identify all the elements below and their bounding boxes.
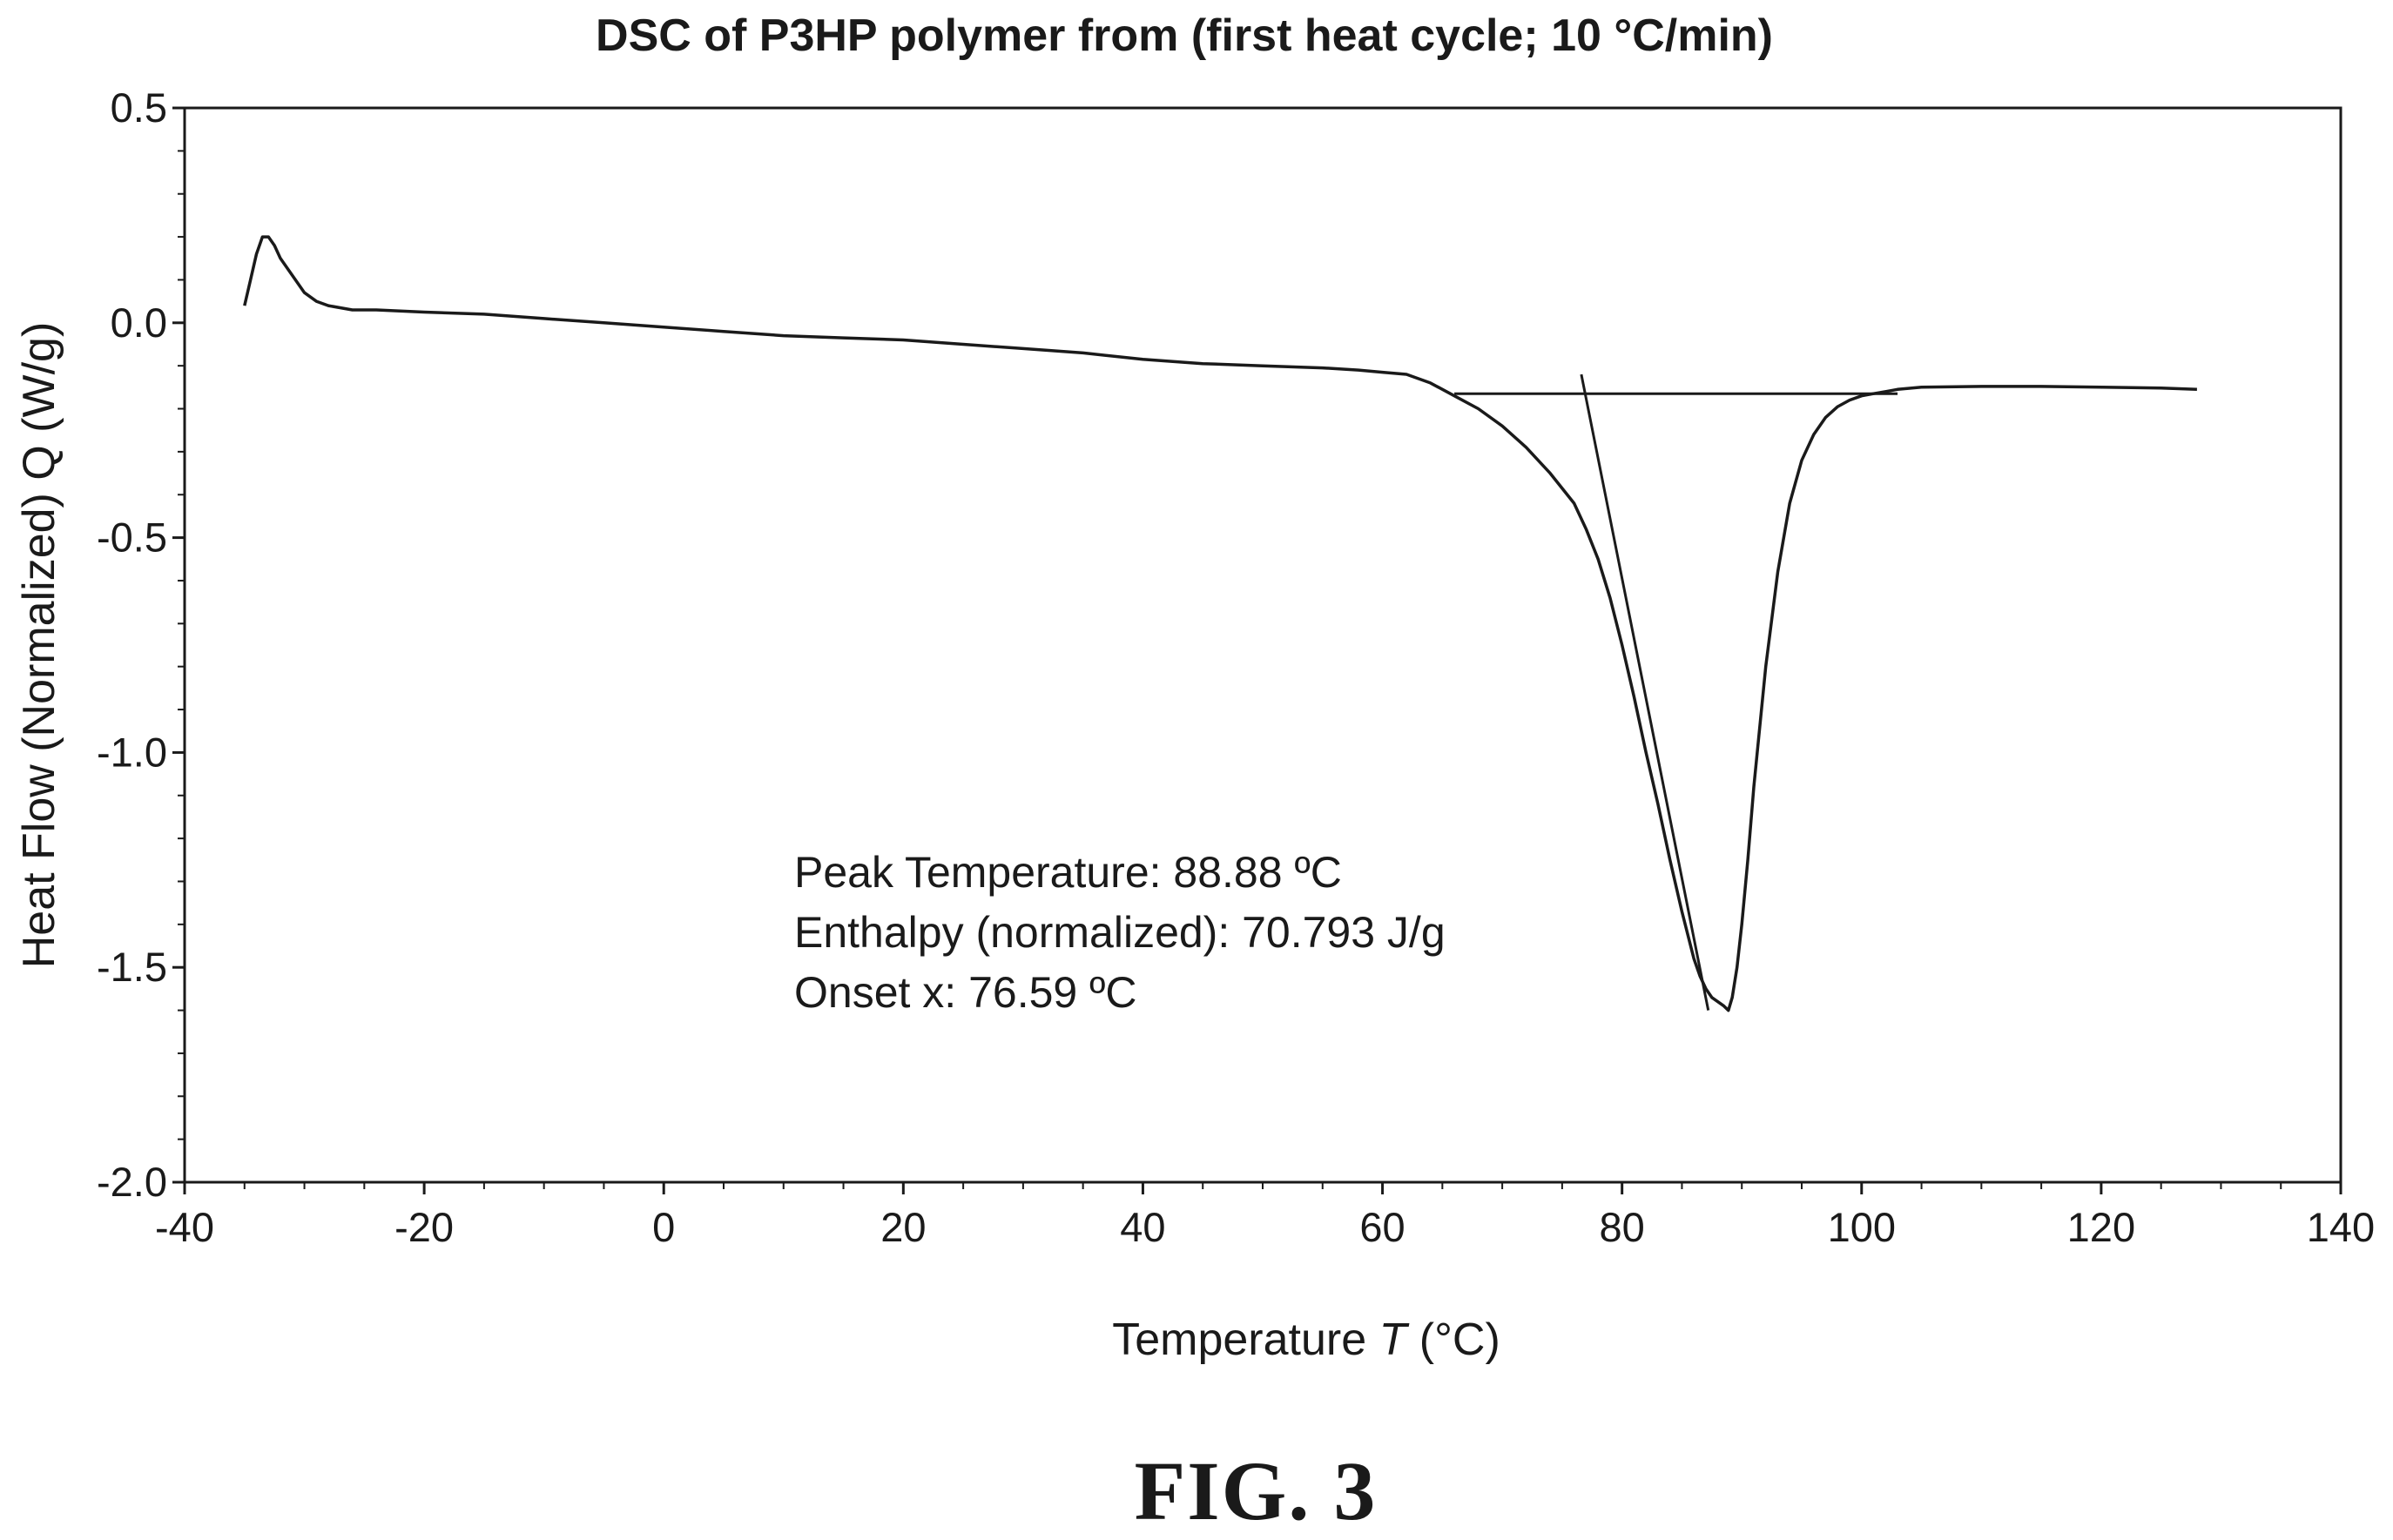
y-tick-label: -1.0: [97, 729, 167, 775]
x-axis-label-text: Temperature: [1112, 1315, 1379, 1365]
x-tick-label: 140: [2307, 1204, 2375, 1250]
y-tick-label: 0.0: [111, 299, 167, 346]
x-tick-label: 0: [652, 1204, 675, 1250]
x-tick-label: -20: [394, 1204, 454, 1250]
x-tick-label: 80: [1600, 1204, 1645, 1250]
plot-frame: [183, 106, 2342, 1184]
annotation-enthalpy: Enthalpy (normalized): 70.793 J/g: [794, 908, 1446, 957]
x-axis-label: Temperature T (°C): [1112, 1315, 1500, 1365]
y-tick-label: -2.0: [97, 1159, 167, 1205]
figure-caption: FIG. 3: [1135, 1444, 1378, 1536]
x-tick-label: 60: [1359, 1204, 1405, 1250]
y-tick-label: -1.5: [97, 944, 167, 990]
y-tick-label: -0.5: [97, 514, 167, 561]
construction-layer: [1454, 373, 1898, 1011]
x-axis-label-unit: (°C): [1406, 1315, 1500, 1365]
y-axis-ticks: 0.5 0.0 -0.5 -1.0 -1.5 -2.0: [97, 84, 185, 1205]
annotation-onset: Onset x: 76.59 ºC: [794, 968, 1136, 1017]
x-tick-label: -40: [155, 1204, 214, 1250]
x-tick-label: 120: [2067, 1204, 2135, 1250]
dsc-heat-flow-curve: [243, 235, 2197, 1012]
series-layer: [243, 235, 2197, 1012]
x-axis-ticks: -40 -20 0 20 40 60 80 100 120 140: [155, 1182, 2375, 1250]
onset-tangent-line: [1580, 373, 1710, 1011]
x-axis-label-symbol: T: [1379, 1315, 1410, 1365]
x-tick-label: 20: [880, 1204, 926, 1250]
y-axis-label: Heat Flow (Normalized) Q (W/g): [14, 322, 64, 969]
annotation-peak-temperature: Peak Temperature: 88.88 ºC: [794, 848, 1342, 897]
x-tick-label: 100: [1828, 1204, 1896, 1250]
x-tick-label: 40: [1120, 1204, 1165, 1250]
annotation-block: Peak Temperature: 88.88 ºC Enthalpy (nor…: [794, 848, 1446, 1017]
y-tick-label: 0.5: [111, 84, 167, 131]
chart-title: DSC of P3HP polymer from (first heat cyc…: [596, 10, 1773, 61]
minor-ticks: [178, 150, 2282, 1189]
